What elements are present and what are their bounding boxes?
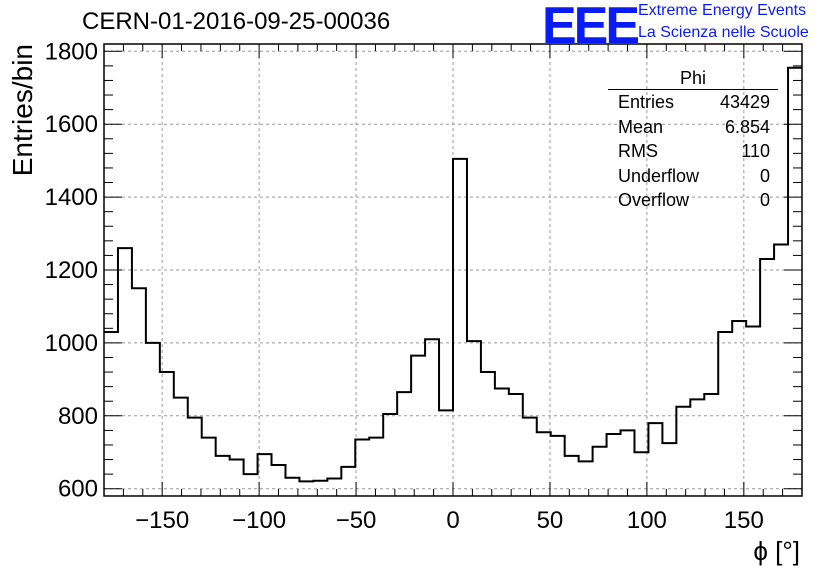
- histogram-bin: [355, 440, 369, 497]
- histogram-bin: [621, 430, 635, 496]
- histogram-bin: [607, 434, 621, 496]
- histogram-series-line: [104, 66, 802, 483]
- histogram-bin: [495, 388, 509, 496]
- histogram-bin: [258, 454, 272, 496]
- y-tick-label: 1600: [45, 111, 98, 138]
- eee-logo: EEE: [542, 0, 640, 55]
- stats-row-overflow: Overflow 0: [608, 188, 778, 213]
- histogram-bin: [146, 343, 160, 496]
- y-tick-label: 600: [58, 476, 98, 503]
- histogram-bin: [690, 399, 704, 496]
- histogram-bin: [202, 438, 216, 496]
- histogram-bin: [467, 341, 481, 496]
- stats-row-underflow: Underflow 0: [608, 164, 778, 189]
- histogram-bin: [160, 372, 174, 496]
- histogram-bin: [104, 332, 118, 496]
- x-tick-label: −150: [135, 507, 189, 534]
- histogram-bin: [174, 398, 188, 496]
- histogram-bin: [425, 339, 439, 496]
- histogram-bin: [676, 407, 690, 496]
- histogram-bin: [313, 481, 327, 496]
- stats-label: Mean: [618, 116, 664, 137]
- histogram-bin: [523, 418, 537, 496]
- stats-value: 0: [759, 190, 770, 210]
- x-tick-label: 100: [627, 507, 667, 534]
- histogram-bin: [118, 248, 132, 496]
- stats-label: Underflow: [618, 165, 700, 186]
- stats-row-entries: Entries 43429: [608, 90, 778, 115]
- histogram-bin: [188, 418, 202, 496]
- histogram-bin: [732, 321, 746, 496]
- histogram-bin: [299, 481, 313, 496]
- y-tick-label: 1800: [45, 38, 98, 65]
- histogram-bin: [327, 479, 341, 496]
- x-tick-label: 150: [724, 507, 764, 534]
- histogram-bin: [481, 372, 495, 496]
- stats-value: 110: [741, 141, 770, 161]
- stats-title: Phi: [608, 68, 778, 90]
- histogram-bin: [341, 467, 355, 496]
- histogram-bin: [132, 288, 146, 496]
- histogram-bin: [509, 394, 523, 496]
- stats-value: 43429: [719, 92, 770, 112]
- y-tick-label: 1000: [45, 330, 98, 357]
- histogram-bin: [411, 356, 425, 496]
- x-tick-label: 50: [537, 507, 564, 534]
- histogram-bin: [285, 478, 299, 496]
- histogram-bin: [718, 332, 732, 496]
- histogram-bin: [662, 443, 676, 496]
- y-tick-label: 800: [58, 403, 98, 430]
- stats-label: Overflow: [618, 190, 690, 210]
- x-tick-label: −50: [336, 507, 377, 534]
- histogram-bin: [397, 392, 411, 496]
- x-tick-label: 0: [446, 507, 459, 534]
- histogram-bin: [369, 438, 383, 496]
- histogram-bin: [704, 394, 718, 496]
- chart-title: CERN-01-2016-09-25-00036: [82, 8, 391, 35]
- histogram-bin: [565, 456, 579, 496]
- histogram-bin: [760, 259, 774, 496]
- stats-label: Entries: [618, 92, 675, 112]
- histogram-bin: [774, 244, 788, 496]
- stats-box: Phi Entries 43429 Mean 6.854 RMS 110 Und…: [608, 68, 778, 213]
- histogram-bin: [383, 414, 397, 496]
- histogram-bin: [579, 461, 593, 496]
- histogram-bin: [216, 456, 230, 496]
- y-tick-label: 1200: [45, 257, 98, 284]
- y-axis-label: Entries/bin: [7, 44, 38, 176]
- histogram-bin: [551, 436, 565, 496]
- logo-line-2: La Scienza nelle Scuole: [638, 24, 809, 41]
- histogram-bin: [244, 474, 258, 496]
- histogram-bin: [634, 452, 648, 496]
- histogram-bin: [746, 327, 760, 497]
- stats-label: RMS: [618, 141, 658, 161]
- stats-value: 0: [759, 165, 770, 186]
- histogram-bin: [439, 410, 453, 496]
- stats-row-rms: RMS 110: [608, 139, 778, 164]
- histogram-bin: [453, 159, 467, 496]
- histogram-bin: [537, 432, 551, 496]
- histogram-bin: [230, 460, 244, 496]
- y-tick-label: 1400: [45, 184, 98, 211]
- histogram-bin: [593, 447, 607, 496]
- histogram-bin: [788, 68, 802, 496]
- x-axis-label: ϕ [°]: [753, 536, 800, 566]
- x-tick-label: −100: [232, 507, 286, 534]
- stats-row-mean: Mean 6.854: [608, 115, 778, 140]
- logo-line-1: Extreme Energy Events: [638, 2, 807, 19]
- histogram-bin: [648, 423, 662, 496]
- stats-value: 6.854: [724, 116, 770, 137]
